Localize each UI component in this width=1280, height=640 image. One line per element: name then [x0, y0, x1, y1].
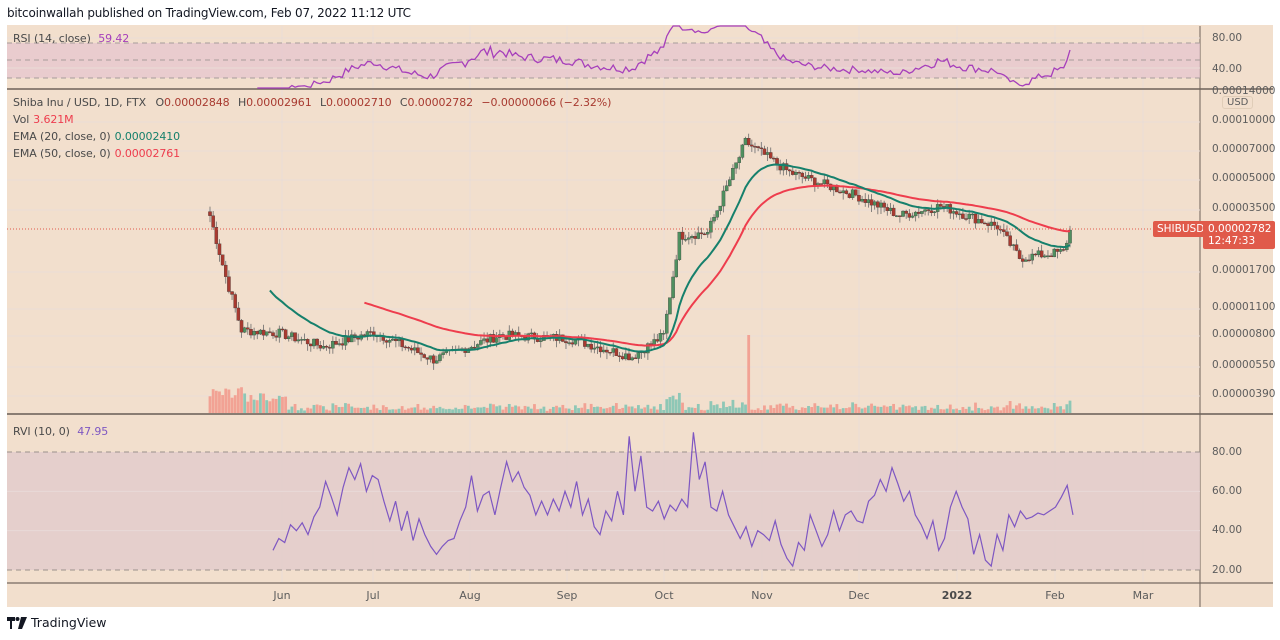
price-axis-0: 0.00014000 [1212, 85, 1276, 97]
rsi-axis-40: 40.00 [1212, 63, 1243, 75]
time-label-dec: Dec [848, 589, 870, 602]
bar-countdown: 12:47:33 [1208, 235, 1256, 247]
rvi-label: RVI (10, 0) [13, 425, 70, 438]
price-axis-7: 0.00000800 [1212, 328, 1276, 340]
ema20-value: 0.00002410 [114, 130, 181, 143]
time-label-nov: Nov [751, 589, 773, 602]
open-value: 0.00002848 [164, 96, 230, 109]
price-axis-2: 0.00007000 [1212, 143, 1276, 155]
rvi-value: 47.95 [77, 425, 109, 438]
time-label-2022: 2022 [941, 589, 973, 602]
price-axis-6: 0.00001100 [1212, 301, 1276, 313]
tradingview-logo[interactable]: TradingView [7, 615, 107, 630]
price-axis-8: 0.00000550 [1212, 359, 1276, 371]
time-label-jun: Jun [273, 589, 291, 602]
publisher-line: bitcoinwallah published on TradingView.c… [7, 6, 411, 20]
time-label-jul: Jul [366, 589, 380, 602]
volume-legend: Vol 3.621M [13, 113, 74, 126]
price-axis-5: 0.00001700 [1212, 264, 1276, 276]
volume-value: 3.621M [33, 113, 74, 126]
rsi-axis-80: 80.00 [1212, 32, 1243, 44]
rvi-axis-80: 80.00 [1212, 446, 1243, 458]
low-value: 0.00002710 [326, 96, 392, 109]
time-label-mar: Mar [1132, 589, 1154, 602]
tradingview-logo-icon [7, 616, 27, 629]
rvi-legend: RVI (10, 0) 47.95 [13, 423, 108, 440]
price-axis-9: 0.00000390 [1212, 388, 1276, 400]
rsi-label: RSI (14, close) [13, 32, 91, 45]
price-axis-4: 0.00003500 [1212, 202, 1276, 214]
time-label-aug: Aug [459, 589, 481, 602]
rsi-legend: RSI (14, close) 59.42 [13, 30, 129, 47]
price-axis-3: 0.00005000 [1212, 172, 1276, 184]
rvi-axis-40: 40.00 [1212, 524, 1243, 536]
ema20-legend: EMA (20, close, 0) 0.00002410 [13, 130, 181, 143]
rvi-axis-60: 60.00 [1212, 485, 1243, 497]
rvi-axis-20: 20.00 [1212, 564, 1243, 576]
last-price-tag: 0.00002782 12:47:33 [1203, 221, 1275, 249]
time-label-oct: Oct [654, 589, 674, 602]
price-axis-1: 0.00010000 [1212, 114, 1276, 126]
ema50-legend: EMA (50, close, 0) 0.00002761 [13, 147, 181, 160]
close-value: 0.00002782 [407, 96, 474, 109]
rsi-value: 59.42 [98, 32, 130, 45]
main-legend: Shiba Inu / USD, 1D, FTX O0.00002848 H0.… [13, 94, 611, 162]
time-label-feb: Feb [1045, 589, 1065, 602]
last-price: 0.00002782 [1208, 223, 1272, 235]
ema50-value: 0.00002761 [114, 147, 181, 160]
symbol-tag: SHIBUSD [1153, 221, 1209, 237]
ohlc-line: Shiba Inu / USD, 1D, FTX O0.00002848 H0.… [13, 96, 612, 109]
change-value: −0.00000066 (−2.32%) [481, 96, 612, 109]
high-value: 0.00002961 [246, 96, 312, 109]
time-label-sep: Sep [556, 589, 578, 602]
brand-text: TradingView [31, 615, 107, 630]
currency-badge[interactable]: USD [1222, 96, 1254, 109]
symbol-title[interactable]: Shiba Inu / USD, 1D, FTX [13, 96, 147, 109]
